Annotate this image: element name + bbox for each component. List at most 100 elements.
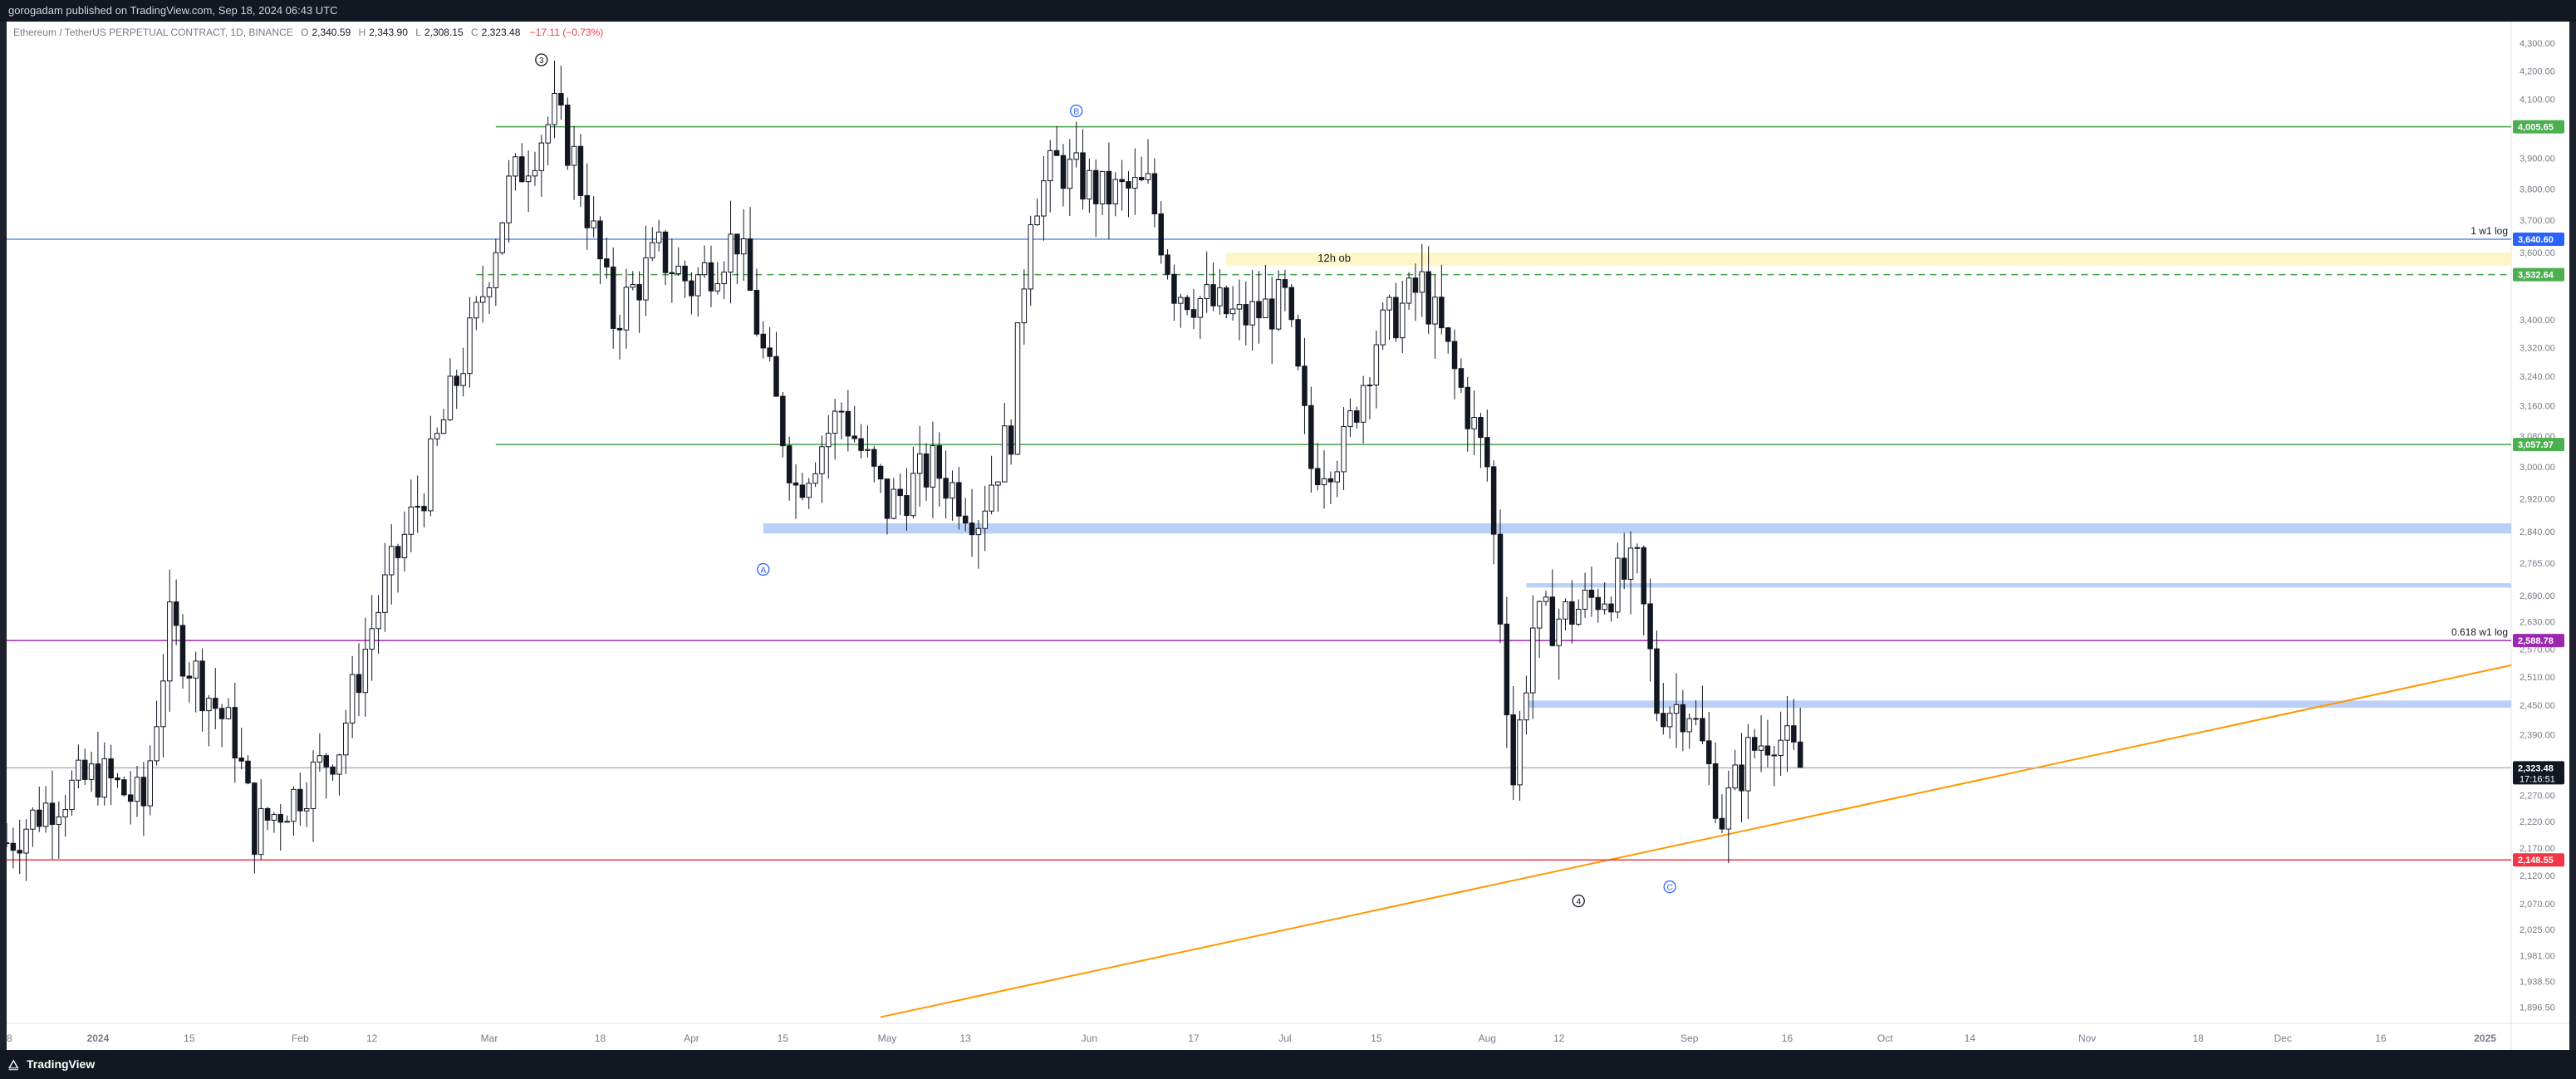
candle-body [297,788,303,812]
candle-body [1367,385,1373,387]
candle-body [1778,739,1784,756]
candle-body [1725,787,1732,830]
candle-body [858,438,864,451]
candle-body [897,488,903,497]
candle-body [643,257,649,301]
candle-body [1112,179,1119,205]
candle-body [199,660,205,712]
price-label-3: 3,057.97 [2518,440,2554,450]
candle-body [154,726,159,762]
wave-label-0: 3 [539,56,544,66]
candle-body [1549,596,1556,646]
y-tick-label: 2,270.00 [2520,791,2555,801]
candle-body [336,754,342,775]
candle-body [1661,713,1666,728]
candle-body [330,766,336,775]
x-tick-label: 15 [1371,1032,1382,1044]
candle-body [1797,741,1803,768]
candle-body [1621,557,1627,580]
price-label-2: 3,532.64 [2518,271,2554,281]
candle-body [291,788,297,822]
candle-body [1673,704,1680,714]
candle-body [812,473,818,484]
candle-body [630,284,635,288]
candle-body [7,842,10,845]
price-chart[interactable]: 12h ob4,300.004,200.004,100.004,000.003,… [7,22,2569,1050]
y-tick-label: 2,765.00 [2520,559,2555,569]
candle-body [213,698,218,709]
x-tick-label: 2024 [87,1032,110,1044]
candle-body [1510,714,1516,786]
candle-body [1732,764,1738,789]
x-tick-label: 15 [184,1032,195,1044]
candle-body [708,262,714,292]
y-tick-label: 1,981.00 [2520,951,2555,961]
candle-body [1171,273,1177,304]
brand-label: TradingView [27,1057,96,1071]
candle-body [1700,718,1705,742]
x-tick-label: 18 [2192,1032,2204,1044]
candle-body [349,674,356,724]
x-tick-label: 18 [595,1032,606,1044]
candle-body [650,242,655,258]
chart-area[interactable]: 12h ob4,300.004,200.004,100.004,000.003,… [7,22,2569,1050]
candle-body [88,763,95,780]
candle-body [1092,169,1099,204]
candle-body [1556,618,1562,646]
publish-info: gorogadam published on TradingView.com, … [8,4,338,17]
candle-body [1471,417,1477,429]
candle-body [655,231,662,243]
candle-body [616,327,623,331]
candle-body [1608,603,1614,613]
candle-body [1008,425,1014,455]
candle-body [558,93,564,105]
candle-body [395,546,401,558]
candle-body [904,495,910,517]
candle-body [1002,425,1008,483]
candle-body [1243,304,1249,326]
y-tick-label: 2,070.00 [2520,900,2555,910]
candle-body [225,707,232,719]
candle-body [701,262,708,276]
candle-body [1439,297,1445,329]
candle-body [1236,304,1243,310]
candle-body [440,419,447,434]
candle-body [401,533,408,558]
candle-body [473,302,479,319]
candle-body [1373,344,1380,386]
candle-body [1321,478,1327,486]
x-tick-label: 16 [1782,1032,1793,1044]
candle-body [1432,297,1438,325]
candle-body [838,410,845,413]
candle-body [1478,417,1484,439]
candle-body [1119,179,1125,183]
candle-body [69,779,75,811]
y-tick-label: 2,025.00 [2520,925,2555,935]
candle-body [1080,152,1086,200]
candle-body [1354,410,1360,423]
candle-body [1282,279,1288,288]
candle-body [636,284,642,301]
candle-body [454,375,460,386]
x-tick-label: 15 [778,1032,789,1044]
candle-body [160,680,166,728]
candle-body [1190,309,1197,318]
candle-body [258,807,264,856]
high-value: 2,343.90 [369,27,408,38]
zone-0 [1226,252,2511,266]
candle-body [1048,150,1053,182]
candle-body [17,850,22,854]
x-tick-label: Aug [1479,1032,1496,1044]
candle-body [37,809,42,827]
candle-body [1053,150,1060,156]
candle-body [1327,478,1334,483]
tradingview-logo-icon: ⧋ [8,1057,19,1071]
wave-marker-1 [1070,104,1083,118]
candle-body [564,104,571,166]
candle-body [577,145,584,196]
x-tick-label: Dec [2274,1032,2292,1044]
candle-body [173,601,179,626]
y-tick-label: 2,690.00 [2520,591,2555,601]
price-label-bg-2 [2513,267,2564,282]
tradingview-logo[interactable]: ⧋ TradingView [8,1050,95,1079]
